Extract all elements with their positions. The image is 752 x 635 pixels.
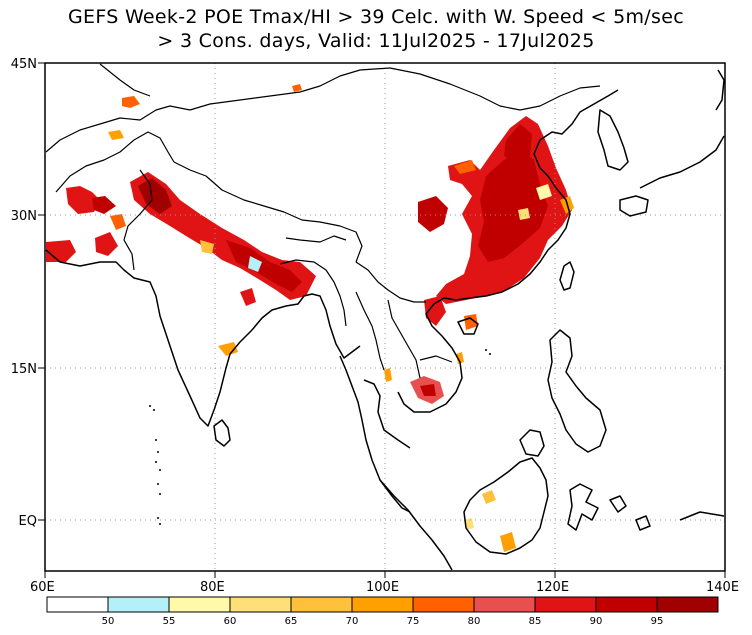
colorbar-label: 55: [163, 616, 176, 627]
colorbar-label: 70: [346, 616, 359, 627]
colorbar-label: 50: [102, 616, 115, 627]
colorbar-label: 75: [407, 616, 420, 627]
colorbar-label: 80: [468, 616, 481, 627]
axis-labels: 60E 80E 100E 120E 140E 45N 30N 15N EQ: [11, 57, 739, 595]
graticule: [45, 63, 725, 571]
lat-label-45n: 45N: [11, 57, 37, 72]
island-dots: [149, 349, 491, 525]
lat-label-30n: 30N: [11, 209, 37, 224]
axis-ticks: [38, 62, 726, 578]
lat-label-eq: EQ: [19, 514, 37, 529]
coastlines: [45, 63, 725, 571]
probability-shading: [46, 84, 574, 552]
lon-label-80e: 80E: [200, 580, 225, 595]
colorbar-swatch: [290, 596, 353, 613]
colorbar-label: 60: [224, 616, 237, 627]
colorbar-label: 65: [285, 616, 298, 627]
colorbar-swatch: [168, 596, 231, 613]
map-title-line1: GEFS Week-2 POE Tmax/HI > 39 Celc. with …: [68, 6, 684, 28]
colorbar-label: 90: [590, 616, 603, 627]
lon-label-120e: 120E: [536, 580, 569, 595]
map-frame: [44, 62, 726, 572]
colorbar-swatch: [595, 596, 658, 613]
lat-label-15n: 15N: [11, 362, 37, 377]
lon-label-140e: 140E: [706, 580, 739, 595]
colorbar-swatch: [46, 596, 109, 613]
map-title-line2: > 3 Cons. days, Valid: 11Jul2025 - 17Jul…: [157, 30, 595, 52]
colorbar-swatch: [656, 596, 719, 613]
colorbar-swatch: [412, 596, 475, 613]
colorbar-swatch: [107, 596, 170, 613]
colorbar-swatch: [534, 596, 597, 613]
colorbar-label: 85: [529, 616, 542, 627]
colorbar-swatch: [473, 596, 536, 613]
colorbar: 50 55 60 65 70 75 80 85 90 95: [46, 596, 719, 627]
colorbar-label: 95: [651, 616, 664, 627]
colorbar-swatch: [351, 596, 414, 613]
colorbar-swatch: [229, 596, 292, 613]
lon-label-60e: 60E: [30, 580, 55, 595]
lon-label-100e: 100E: [366, 580, 399, 595]
